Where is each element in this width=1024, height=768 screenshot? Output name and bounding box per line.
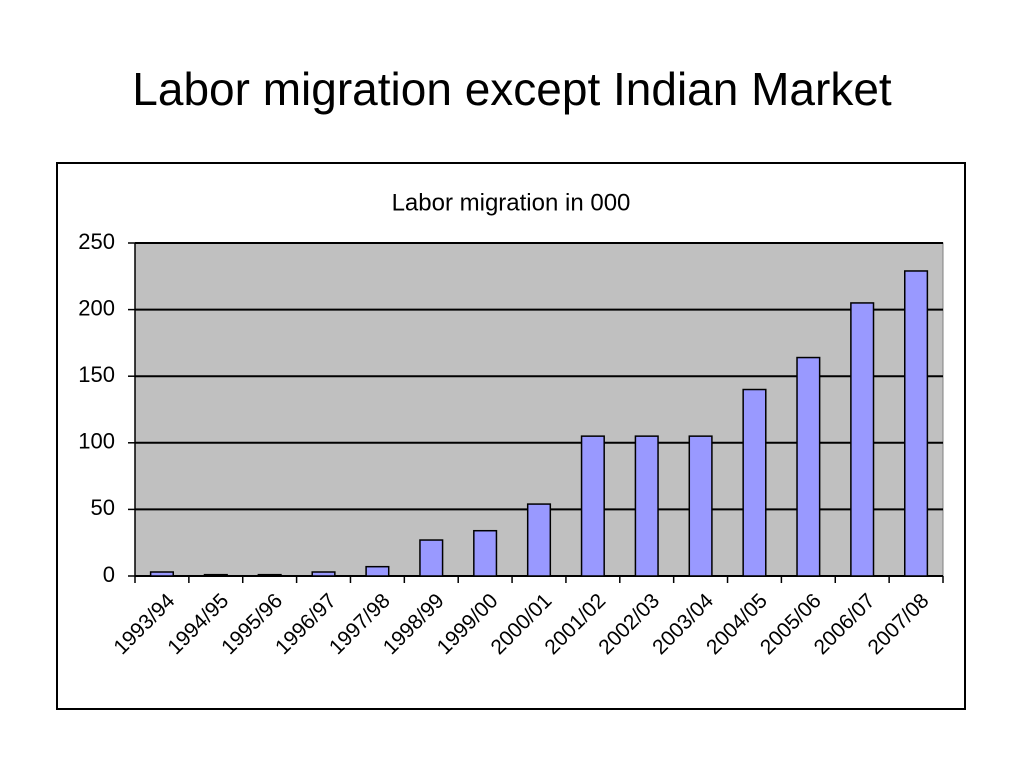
bar	[850, 302, 875, 577]
bar	[796, 356, 821, 577]
bar	[526, 503, 552, 577]
bar	[688, 435, 713, 577]
slide-title: Labor migration except Indian Market	[132, 63, 892, 115]
bar	[311, 571, 336, 577]
bar	[203, 573, 228, 577]
y-tick-label: 150	[78, 362, 115, 387]
bar	[742, 388, 767, 577]
bar	[257, 573, 282, 577]
y-tick-label: 200	[78, 295, 115, 320]
y-tick-label: 250	[78, 229, 115, 254]
y-tick-label: 0	[103, 562, 115, 587]
bar	[473, 529, 498, 577]
bar	[904, 270, 929, 577]
bar	[634, 435, 659, 577]
bar	[419, 539, 444, 577]
bar	[365, 565, 390, 577]
chart-title: Labor migration in 000	[392, 189, 631, 216]
bar	[580, 435, 605, 577]
y-tick-label: 50	[91, 495, 115, 520]
bar	[149, 571, 174, 577]
y-tick-label: 100	[78, 429, 115, 454]
